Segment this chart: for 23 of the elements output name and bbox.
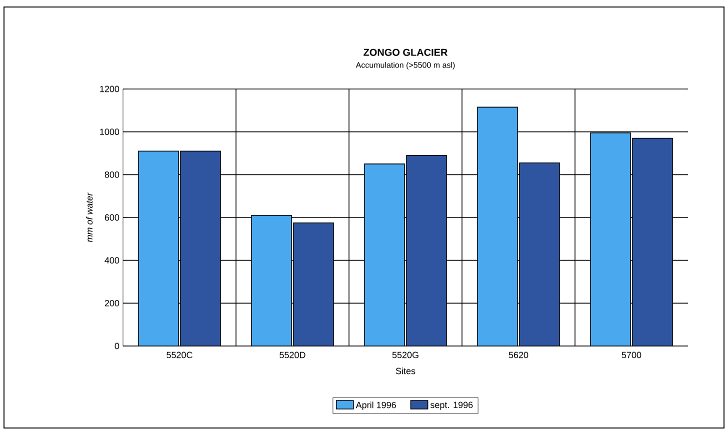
bar [632,138,673,346]
x-tick-label: 5620 [508,352,528,358]
bar [293,222,334,346]
x-tick-label: 5520G [392,352,418,358]
legend-label: sept. 1996 [430,402,473,410]
y-tick-label: 800 [104,171,120,178]
bar [519,162,560,346]
y-tick-label: 1200 [100,86,120,92]
legend-label: April 1996 [356,402,396,410]
x-axis-title: Sites [396,368,416,374]
chart-title: ZONGO GLACIER [364,48,448,56]
bar [180,150,221,346]
x-tick-label: 5520D [280,352,306,358]
y-tick-label: 1000 [100,128,120,136]
y-tick-label: 600 [104,214,120,221]
chart-subtitle: Accumulation (>5500 m asl) [356,62,455,70]
y-axis-title: mm of water [86,192,93,242]
x-tick-label: 5520C [166,352,192,358]
bar [406,154,447,346]
y-tick-label: 0 [114,342,120,350]
y-tick-label: 400 [104,257,120,264]
x-tick-label: 5700 [622,352,642,358]
y-tick-label: 200 [104,300,120,306]
